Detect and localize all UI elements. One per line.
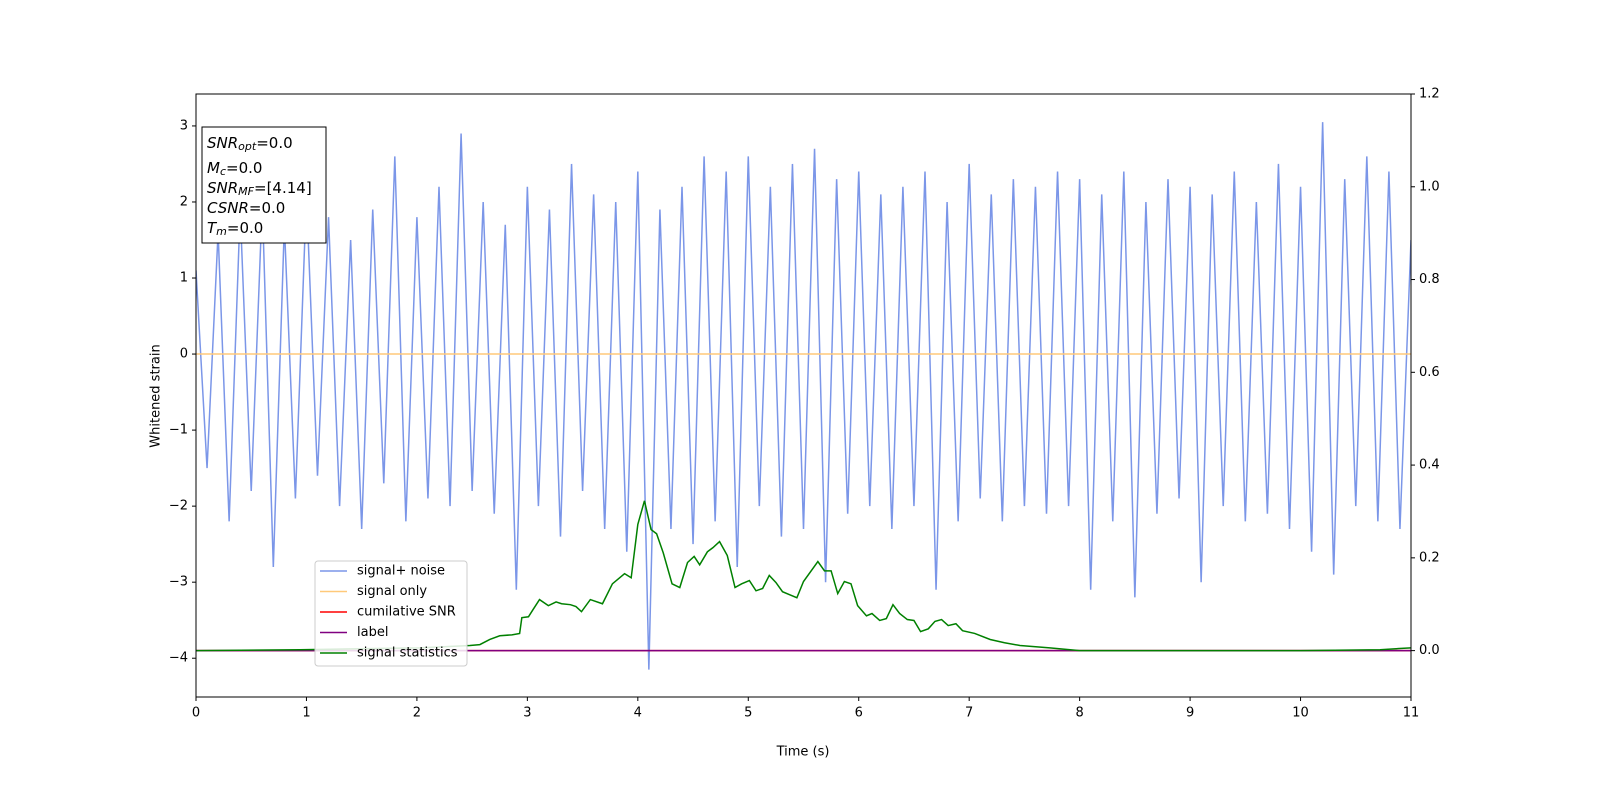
y-tick-label: −1	[169, 423, 188, 438]
x-tick-label: 10	[1292, 706, 1309, 721]
x-tick-label: 4	[634, 706, 642, 721]
legend-label: signal only	[357, 584, 427, 599]
annotation-box: SNRopt=0.0Mc=0.0SNRMF=[4.14]CSNR=0.0Tm=0…	[201, 126, 327, 244]
annotation: SNRopt=0.0	[207, 134, 293, 154]
y2-tick-label: 0.8	[1419, 272, 1440, 287]
y-tick-label: −2	[169, 499, 188, 514]
annotation-value: =0.0	[226, 159, 262, 177]
annotation-value: =0.0	[249, 199, 285, 217]
annotation: Tm=0.0	[207, 219, 263, 239]
plot-frame	[195, 93, 1412, 698]
y2-tick-label: 0.4	[1419, 458, 1440, 473]
annotation-symbol: M	[207, 159, 220, 177]
y-tick-label: −4	[169, 651, 188, 666]
x-tick-label: 11	[1403, 706, 1420, 721]
y-tick-label: 0	[180, 347, 188, 362]
legend-label: signal statistics	[357, 646, 458, 661]
legend: signal+ noise signal only cumilative SNR la…	[314, 560, 468, 667]
y-tick-label: −3	[169, 575, 188, 590]
x-tick-label: 1	[302, 706, 310, 721]
annotation-value: =[4.14]	[254, 179, 312, 197]
annotation-subscript: c	[220, 165, 226, 178]
x-axis-label: Time (s)	[776, 745, 830, 760]
annotation-symbol: SNR	[207, 179, 238, 197]
y2-tick-label: 0.2	[1419, 550, 1440, 565]
x-tick-label: 5	[744, 706, 752, 721]
y-tick-label: 2	[180, 194, 188, 209]
x-tick-label: 3	[523, 706, 531, 721]
legend-label: signal+ noise	[357, 564, 445, 579]
x-tick-label: 0	[192, 706, 200, 721]
annotation-subscript: m	[216, 225, 227, 238]
annotation: Mc=0.0	[207, 159, 262, 179]
x-tick-label: 7	[965, 706, 973, 721]
annotation-subscript: MF	[238, 185, 254, 198]
annotation-symbol: SNR	[207, 134, 238, 152]
y2-tick-label: 0.6	[1419, 365, 1440, 380]
x-tick-label: 2	[413, 706, 421, 721]
annotation-symbol: CSNR	[207, 199, 249, 217]
x-tick-label: 8	[1075, 706, 1083, 721]
y2-tick-label: 1.0	[1419, 179, 1440, 194]
legend-frame	[314, 560, 468, 667]
x-tick-label: 6	[855, 706, 863, 721]
x-tick-label: 9	[1186, 706, 1194, 721]
y-axis-label: Whitened strain	[149, 344, 164, 447]
annotation-subscript: opt	[238, 140, 257, 153]
legend-label: cumilative SNR	[357, 605, 456, 620]
y-tick-label: 3	[180, 118, 188, 133]
annotation: SNRMF=[4.14]	[207, 179, 312, 199]
annotation-value: =0.0	[227, 219, 263, 237]
series-line	[196, 500, 1411, 652]
annotation: CSNR=0.0	[207, 199, 285, 217]
y-tick-label: 1	[180, 271, 188, 286]
annotation-value: =0.0	[256, 134, 292, 152]
legend-label: label	[357, 625, 388, 640]
annotation-symbol: T	[207, 219, 218, 237]
annotation-frame	[201, 126, 327, 244]
series-line	[196, 122, 1411, 670]
y2-tick-label: 0.0	[1419, 643, 1440, 658]
y2-tick-label: 1.2	[1419, 87, 1440, 102]
